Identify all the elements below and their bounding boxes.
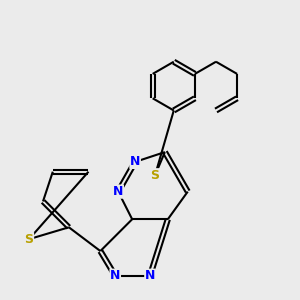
Text: N: N: [145, 269, 155, 282]
Text: N: N: [110, 269, 120, 282]
Text: N: N: [113, 185, 123, 198]
Text: S: S: [151, 169, 160, 182]
Text: S: S: [25, 233, 34, 246]
Text: N: N: [130, 155, 140, 168]
